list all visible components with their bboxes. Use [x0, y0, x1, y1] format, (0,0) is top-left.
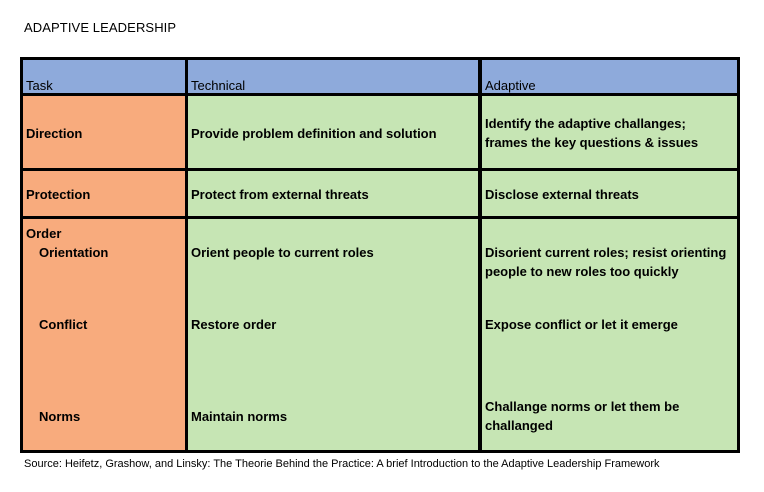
- task-label-orientation: Orientation: [39, 245, 109, 260]
- technical-cell-direction: Provide problem definition and solution: [188, 96, 478, 168]
- header-task-label: Task: [26, 78, 53, 93]
- task-label-order: Order: [26, 226, 62, 241]
- task-label-norms: Norms: [39, 409, 81, 424]
- header-technical-cell: Technical: [188, 60, 478, 93]
- header-technical-label: Technical: [191, 78, 246, 93]
- page-title: ADAPTIVE LEADERSHIP: [24, 20, 177, 35]
- adaptive-text-norms-line2: challanged: [485, 418, 553, 433]
- task-cell-order: Order Orientation Conflict Norms: [23, 219, 185, 450]
- task-cell-direction: Direction: [23, 96, 185, 168]
- adaptive-text-direction-line1: Identify the adaptive challanges;: [485, 116, 686, 131]
- header-adaptive-cell: Adaptive: [482, 60, 737, 93]
- source-citation: Source: Heifetz, Grashow, and Linsky: Th…: [24, 458, 660, 470]
- adaptive-text-norms-line1: Challange norms or let them be: [485, 399, 680, 414]
- task-label-direction: Direction: [26, 126, 83, 141]
- technical-text-norms: Maintain norms: [191, 409, 288, 424]
- technical-cell-order: Orient people to current roles Restore o…: [188, 219, 478, 450]
- adaptive-text-direction-line2: frames the key questions & issues: [485, 135, 699, 150]
- technical-text-conflict: Restore order: [191, 317, 277, 332]
- technical-text-orientation: Orient people to current roles: [191, 245, 374, 260]
- header-task-cell: Task: [23, 60, 185, 93]
- adaptive-text-conflict: Expose conflict or let it emerge: [485, 317, 678, 332]
- task-cell-protection: Protection: [23, 171, 185, 216]
- header-adaptive-label: Adaptive: [485, 78, 536, 93]
- task-label-protection: Protection: [26, 187, 91, 202]
- technical-text-direction: Provide problem definition and solution: [191, 126, 437, 141]
- adaptive-text-protection: Disclose external threats: [485, 187, 639, 202]
- technical-text-protection: Protect from external threats: [191, 187, 369, 202]
- technical-cell-protection: Protect from external threats: [188, 171, 478, 216]
- adaptive-leadership-table: Task Technical Adaptive Direction Provid…: [20, 57, 740, 453]
- task-label-conflict: Conflict: [39, 317, 88, 332]
- adaptive-cell-order: Disorient current roles; resist orientin…: [482, 219, 737, 450]
- adaptive-text-orientation-line2: people to new roles too quickly: [485, 264, 679, 279]
- adaptive-cell-direction: Identify the adaptive challanges; frames…: [482, 96, 737, 168]
- adaptive-text-orientation-line1: Disorient current roles; resist orientin…: [485, 245, 727, 260]
- adaptive-cell-protection: Disclose external threats: [482, 171, 737, 216]
